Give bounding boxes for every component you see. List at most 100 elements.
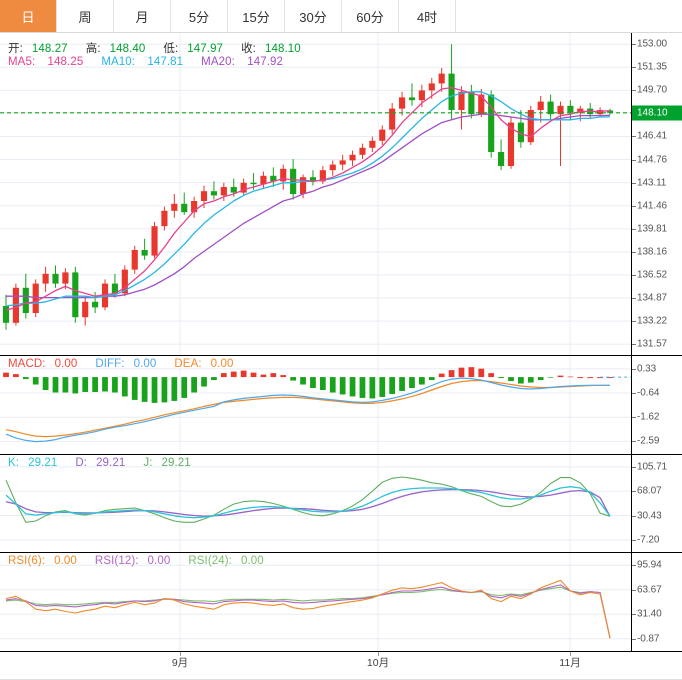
high-value: 148.40	[109, 43, 146, 55]
rsi12-label: RSI(12):	[94, 555, 139, 567]
axis-tick	[632, 90, 636, 92]
axis-tick	[632, 321, 636, 323]
period-tab-3[interactable]: 5分	[171, 0, 228, 32]
rsi-axis: 95.94 63.67 31.40 -0.87	[632, 553, 682, 651]
macd-value-legend: MACD: 0.00	[8, 358, 86, 370]
axis-tick-label: -7.20	[637, 534, 660, 546]
k-label: K:	[8, 457, 20, 469]
time-axis-label: 9月	[171, 657, 189, 669]
d-label: D:	[75, 457, 88, 469]
time-axis-label: 10月	[366, 657, 390, 669]
rsi6-legend: RSI(6): 0.00	[8, 555, 86, 567]
axis-tick-label: -0.64	[637, 387, 660, 399]
macd-panel: 0.33 -0.64 -1.62 -2.59	[0, 356, 682, 455]
close-label: 收:	[241, 43, 256, 55]
time-axis-tick	[570, 652, 571, 656]
axis-tick-label: 131.57	[637, 338, 667, 350]
axis-tick-label: -1.62	[637, 411, 660, 423]
axis-tick-label: 151.35	[637, 61, 667, 73]
axis-tick-label: 149.70	[637, 84, 667, 96]
current-price-label: 148.10	[632, 105, 682, 121]
ma10-legend: MA10: 147.81	[101, 56, 192, 68]
axis-tick-label: 143.11	[637, 177, 667, 189]
macd-axis: 0.33 -0.64 -1.62 -2.59	[632, 356, 682, 454]
dea-value: 0.00	[210, 358, 234, 370]
axis-tick	[632, 251, 636, 253]
rsi6-value: 0.00	[54, 555, 77, 567]
high-label: 高:	[85, 43, 101, 55]
axis-tick-label: -2.59	[637, 435, 660, 447]
axis-tick-label: 68.07	[637, 485, 662, 497]
ma20-label: MA20:	[201, 56, 235, 68]
close-value: 148.10	[264, 43, 301, 55]
kdj-legend: K: 29.21 D: 29.21 J: 29.21	[8, 457, 209, 469]
axis-tick	[632, 205, 636, 207]
ohlc-legend: 开: 148.27 高: 148.40 低: 147.97 收: 148.10	[8, 40, 319, 56]
kline-plot-area[interactable]	[0, 33, 632, 355]
macd-legend: MACD: 0.00 DIFF: 0.00 DEA: 0.00	[8, 358, 251, 370]
axis-tick-label: 0.33	[637, 363, 657, 375]
axis-tick-label: 63.67	[637, 584, 662, 596]
price-axis: 153.00 151.35 149.70 146.41 144.76 143.11 141.…	[632, 33, 682, 355]
period-tab-2[interactable]: 月	[114, 0, 171, 32]
diff-value-legend: DIFF: 0.00	[95, 358, 165, 370]
rsi-plot-area[interactable]	[0, 553, 632, 651]
time-axis-label: 11月	[559, 657, 581, 669]
axis-tick-label: 146.41	[637, 130, 667, 142]
rsi12-value: 0.00	[147, 555, 171, 567]
axis-tick	[632, 589, 636, 591]
rsi24-label: RSI(24):	[188, 555, 232, 567]
ma20-value: 147.92	[247, 56, 283, 68]
axis-tick	[632, 67, 636, 69]
period-tab-4[interactable]: 15分	[228, 0, 285, 32]
d-legend: D: 29.21	[75, 457, 134, 469]
ma-legend: MA5: 148.25 MA10: 147.81 MA20: 147.92	[8, 56, 301, 68]
axis-tick-label: 134.87	[637, 292, 667, 304]
open-label: 开:	[8, 43, 23, 55]
axis-tick	[632, 614, 636, 616]
diff-value: 0.00	[133, 358, 157, 370]
period-tab-5[interactable]: 30分	[285, 0, 342, 32]
axis-tick-label: 133.22	[637, 315, 667, 327]
ma20-legend: MA20: 147.92	[201, 56, 292, 68]
axis-tick	[632, 565, 636, 567]
kdj-panel: 105.71 68.07 30.43 -7.20	[0, 455, 682, 553]
axis-tick	[632, 491, 636, 493]
axis-tick	[632, 159, 636, 161]
axis-tick-label: 105.71	[637, 461, 667, 473]
axis-tick	[632, 44, 636, 46]
rsi24-legend: RSI(24): 0.00	[188, 555, 272, 567]
period-tab-6[interactable]: 60分	[342, 0, 399, 32]
time-axis-tick	[378, 652, 379, 656]
axis-tick-label: -0.87	[637, 633, 660, 645]
j-value: 29.21	[161, 457, 191, 469]
time-axis-tick	[180, 652, 181, 656]
period-tab-1[interactable]: 周	[57, 0, 114, 32]
rsi-legend: RSI(6): 0.00 RSI(12): 0.00 RSI(24): 0.00	[8, 555, 282, 567]
ma10-label: MA10:	[101, 56, 136, 68]
axis-tick-label: 153.00	[637, 38, 667, 50]
axis-tick	[632, 136, 636, 138]
kdj-plot-area[interactable]	[0, 455, 632, 552]
axis-tick	[632, 638, 636, 640]
macd-plot-area[interactable]	[0, 356, 632, 454]
macd-value: 0.00	[54, 358, 78, 370]
ma5-label: MA5:	[8, 56, 36, 68]
axis-tick-label: 31.40	[637, 608, 662, 620]
ma10-value: 147.81	[147, 56, 184, 68]
diff-label: DIFF:	[95, 358, 125, 370]
j-legend: J: 29.21	[143, 457, 199, 469]
axis-tick-label: 144.76	[637, 154, 667, 166]
period-tab-7[interactable]: 4时	[399, 0, 456, 32]
kdj-axis: 105.71 68.07 30.43 -7.20	[632, 455, 682, 552]
period-tab-0[interactable]: 日	[0, 0, 57, 32]
rsi6-label: RSI(6):	[8, 555, 46, 567]
axis-tick	[632, 298, 636, 300]
ma5-legend: MA5: 148.25	[8, 56, 92, 68]
axis-tick	[632, 392, 636, 394]
axis-tick	[632, 417, 636, 419]
axis-tick-label: 138.16	[637, 246, 667, 258]
axis-tick	[632, 441, 636, 443]
axis-tick	[632, 274, 636, 276]
d-value: 29.21	[96, 457, 126, 469]
